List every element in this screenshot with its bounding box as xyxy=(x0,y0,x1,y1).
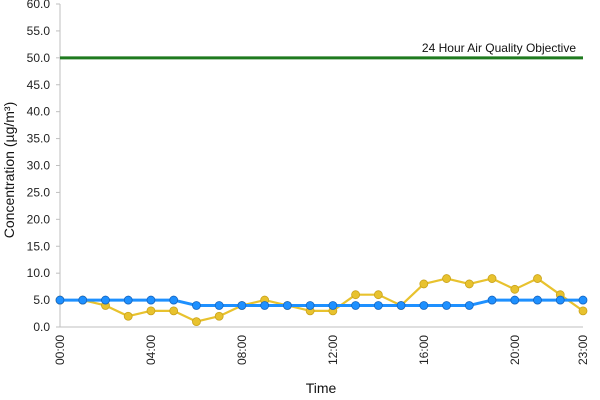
y-tick-label: 15.0 xyxy=(27,239,51,253)
series-point xyxy=(305,301,315,310)
series-line xyxy=(60,298,583,307)
series-point xyxy=(214,311,224,321)
objective-label: 24 Hour Air Quality Objective xyxy=(422,41,576,55)
x-tick-label: 00:00 xyxy=(53,335,67,365)
series-point xyxy=(373,290,383,300)
y-tick-label: 40.0 xyxy=(27,105,51,119)
x-tick-label: 20:00 xyxy=(508,335,522,365)
series-layer xyxy=(55,274,588,327)
y-tick-label: 50.0 xyxy=(27,51,51,65)
series-point xyxy=(169,295,179,305)
series-point xyxy=(55,295,65,305)
x-tick-label: 08:00 xyxy=(235,335,249,365)
series-point xyxy=(510,295,520,305)
x-tick-label: 12:00 xyxy=(326,335,340,365)
series-point xyxy=(442,301,451,310)
series-point xyxy=(282,301,292,310)
series-point xyxy=(351,301,361,310)
series-point xyxy=(146,295,156,305)
y-tick-label: 5.0 xyxy=(33,293,50,307)
y-axis-ticks: 0.0 5.0 10.0 15.0 20.0 25.0 30.0 35.0 40.0 45.0 50… xyxy=(27,0,60,334)
x-tick-label: 23:00 xyxy=(576,335,590,365)
series-point xyxy=(192,301,201,310)
series-point xyxy=(533,274,542,283)
series-point xyxy=(442,274,451,283)
series-point xyxy=(419,301,429,310)
series-point xyxy=(578,295,588,305)
y-tick-label: 25.0 xyxy=(27,185,51,199)
series-0 xyxy=(55,295,588,310)
series-point xyxy=(533,295,542,305)
series-point xyxy=(555,295,565,305)
y-tick-label: 35.0 xyxy=(27,132,51,146)
y-tick-label: 20.0 xyxy=(27,212,51,226)
series-point xyxy=(578,306,588,316)
y-tick-label: 10.0 xyxy=(27,266,51,280)
series-point xyxy=(487,274,497,283)
series-point xyxy=(464,279,474,289)
series-point xyxy=(396,301,406,310)
series-point xyxy=(419,279,429,289)
series-point xyxy=(192,317,201,327)
series-point xyxy=(214,301,224,310)
series-point xyxy=(78,295,88,305)
series-point xyxy=(237,301,247,310)
y-tick-label: 60.0 xyxy=(27,0,51,11)
y-tick-label: 55.0 xyxy=(27,24,51,38)
x-tick-label: 16:00 xyxy=(417,335,431,365)
series-point xyxy=(487,295,497,305)
series-point xyxy=(101,295,110,305)
series-point xyxy=(464,301,474,310)
y-tick-label: 45.0 xyxy=(27,78,51,92)
x-axis-ticks: 00:00 04:00 08:00 12:00 16:00 20:00 23:00 xyxy=(53,335,590,365)
series-point xyxy=(260,301,270,310)
series-point xyxy=(373,301,383,310)
series-point xyxy=(351,290,361,300)
y-tick-label: 0.0 xyxy=(33,320,50,334)
series-point xyxy=(123,295,133,305)
x-tick-label: 04:00 xyxy=(144,335,158,365)
x-axis-title: Time xyxy=(306,380,337,396)
series-point xyxy=(123,311,133,321)
series-point xyxy=(146,306,156,316)
series-point xyxy=(510,284,520,294)
series-point xyxy=(328,301,338,310)
y-axis-title: Concentration (µg/m³) xyxy=(1,102,17,238)
y-tick-label: 30.0 xyxy=(27,159,51,173)
series-point xyxy=(169,306,179,316)
